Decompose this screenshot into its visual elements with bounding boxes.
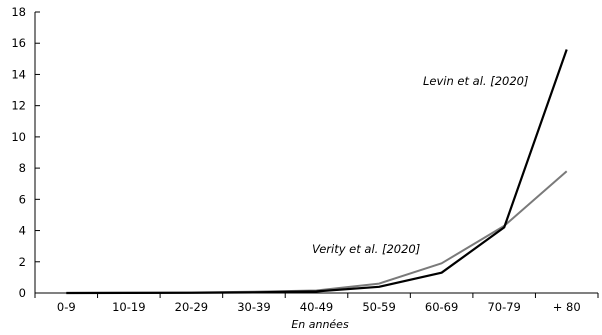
y-tick-label: 16	[11, 36, 26, 50]
y-axis: 0 2 4 6 8 10 12 14 16 18	[11, 5, 40, 300]
x-axis: 0-9 10-19 20-29 30-39 40-49 50-59 60-69 70-79 + …	[34, 292, 599, 314]
y-tick-label: 6	[19, 192, 26, 206]
series-lines	[66, 49, 568, 295]
x-axis-title: En années	[291, 318, 349, 331]
x-tick-label: 30-39	[237, 300, 270, 314]
y-tick-label: 4	[19, 224, 26, 238]
series-line-verity	[66, 170, 568, 294]
y-tick-label: 18	[11, 5, 26, 19]
x-tick-label: 10-19	[112, 300, 145, 314]
x-tick-label: 60-69	[425, 300, 458, 314]
series-label-levin: Levin et al. [2020]	[423, 74, 528, 88]
y-tick-label: 8	[19, 161, 26, 175]
x-tick-label: 50-59	[362, 300, 395, 314]
x-tick-label: 20-29	[175, 300, 208, 314]
y-tick-label: 2	[19, 255, 26, 269]
y-tick-label: 14	[11, 67, 26, 81]
y-tick-label: 10	[11, 130, 26, 144]
y-tick-label: 12	[11, 99, 26, 113]
series-label-verity: Verity et al. [2020]	[312, 242, 420, 256]
x-tick-label: 0-9	[57, 300, 76, 314]
x-tick-label: 70-79	[487, 300, 520, 314]
series-line-levin	[66, 49, 568, 295]
x-tick-label: + 80	[553, 300, 581, 314]
y-tick-label: 0	[19, 286, 26, 300]
x-tick-label: 40-49	[300, 300, 333, 314]
